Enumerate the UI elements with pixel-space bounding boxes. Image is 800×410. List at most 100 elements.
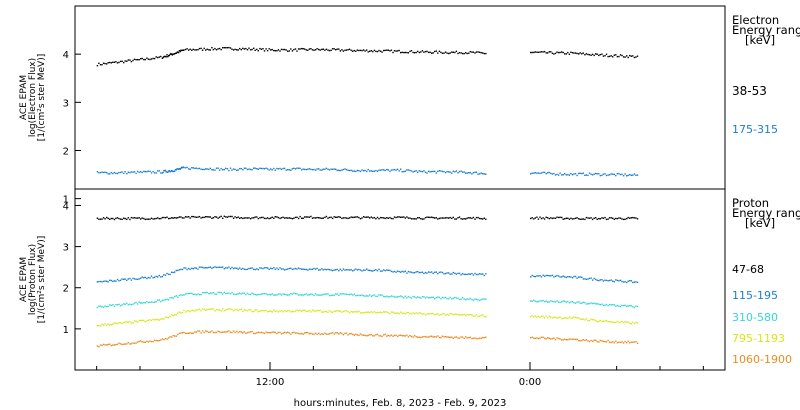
data-point	[584, 339, 586, 342]
data-point	[226, 330, 229, 333]
data-point	[400, 216, 402, 218]
data-point	[619, 305, 622, 308]
data-point	[457, 314, 459, 316]
data-point	[424, 271, 427, 274]
x-tick-label: 12:00	[256, 377, 285, 388]
data-point	[212, 331, 215, 334]
data-point	[449, 216, 451, 219]
data-point	[553, 301, 555, 303]
data-point	[602, 320, 605, 322]
data-point	[485, 173, 487, 175]
data-point	[344, 293, 346, 295]
data-point	[256, 268, 258, 270]
data-point	[421, 336, 424, 338]
data-point	[150, 217, 153, 219]
data-point	[130, 216, 133, 219]
data-point	[135, 217, 137, 219]
data-point	[184, 293, 187, 295]
data-point	[304, 268, 306, 271]
data-point	[547, 52, 549, 54]
data-point	[387, 334, 389, 337]
data-point	[375, 50, 377, 53]
data-point	[393, 270, 396, 273]
data-point	[601, 303, 603, 305]
data-point	[355, 216, 357, 218]
data-point	[386, 335, 388, 337]
data-point	[381, 270, 383, 272]
data-point	[454, 313, 456, 315]
data-point	[559, 316, 561, 318]
data-point	[231, 215, 233, 218]
data-point	[167, 273, 170, 276]
data-point	[381, 294, 383, 296]
data-point	[413, 272, 416, 274]
data-point	[448, 52, 450, 55]
data-point	[369, 170, 371, 172]
data-point	[119, 60, 122, 63]
data-point	[191, 167, 193, 169]
data-point	[294, 310, 297, 312]
data-point	[469, 50, 471, 53]
data-point	[102, 324, 105, 326]
data-point	[319, 269, 321, 271]
data-point	[254, 268, 256, 271]
legend-title: Energy ranges	[732, 206, 800, 220]
data-point	[421, 171, 424, 173]
data-point	[398, 295, 400, 298]
data-point	[386, 168, 388, 171]
data-point	[463, 337, 465, 340]
data-point	[280, 168, 283, 170]
data-point	[578, 53, 580, 55]
data-point	[455, 297, 458, 299]
data-point	[431, 170, 433, 173]
data-point	[378, 335, 380, 337]
data-point	[352, 333, 354, 336]
data-point	[99, 325, 102, 327]
data-point	[571, 218, 574, 220]
data-point	[268, 293, 270, 296]
data-point	[155, 217, 157, 220]
data-point	[164, 169, 167, 172]
data-point	[432, 336, 434, 338]
data-point	[191, 292, 193, 295]
data-point	[550, 316, 552, 318]
data-point	[369, 311, 371, 314]
data-point	[214, 266, 216, 268]
y-tick-label: 3	[63, 243, 69, 254]
data-point	[461, 313, 464, 316]
data-point	[177, 168, 179, 170]
data-point	[232, 217, 235, 219]
data-point	[423, 296, 425, 298]
data-point	[403, 216, 405, 218]
data-point	[457, 217, 459, 219]
data-point	[626, 217, 628, 220]
data-point	[266, 293, 269, 296]
y-axis-label: ACE EPAM	[19, 75, 29, 120]
data-point	[251, 267, 253, 269]
data-point	[542, 51, 544, 53]
data-point	[540, 336, 543, 338]
data-point	[183, 267, 185, 269]
data-point	[429, 51, 431, 53]
data-point	[136, 278, 139, 281]
data-point	[127, 171, 129, 173]
data-point	[263, 168, 266, 170]
data-point	[99, 344, 102, 346]
data-point	[370, 310, 372, 313]
data-point	[352, 270, 354, 272]
data-point	[540, 172, 543, 174]
data-point	[403, 271, 405, 273]
data-point	[110, 171, 112, 174]
data-point	[307, 216, 309, 218]
data-point	[571, 338, 574, 340]
data-point	[222, 47, 224, 49]
data-point	[379, 169, 382, 171]
data-point	[460, 218, 462, 220]
data-point	[188, 332, 190, 334]
data-point	[268, 169, 270, 171]
data-point	[427, 51, 430, 54]
data-point	[383, 269, 385, 271]
data-point	[150, 301, 153, 303]
data-point	[444, 336, 447, 338]
data-point	[126, 343, 128, 345]
